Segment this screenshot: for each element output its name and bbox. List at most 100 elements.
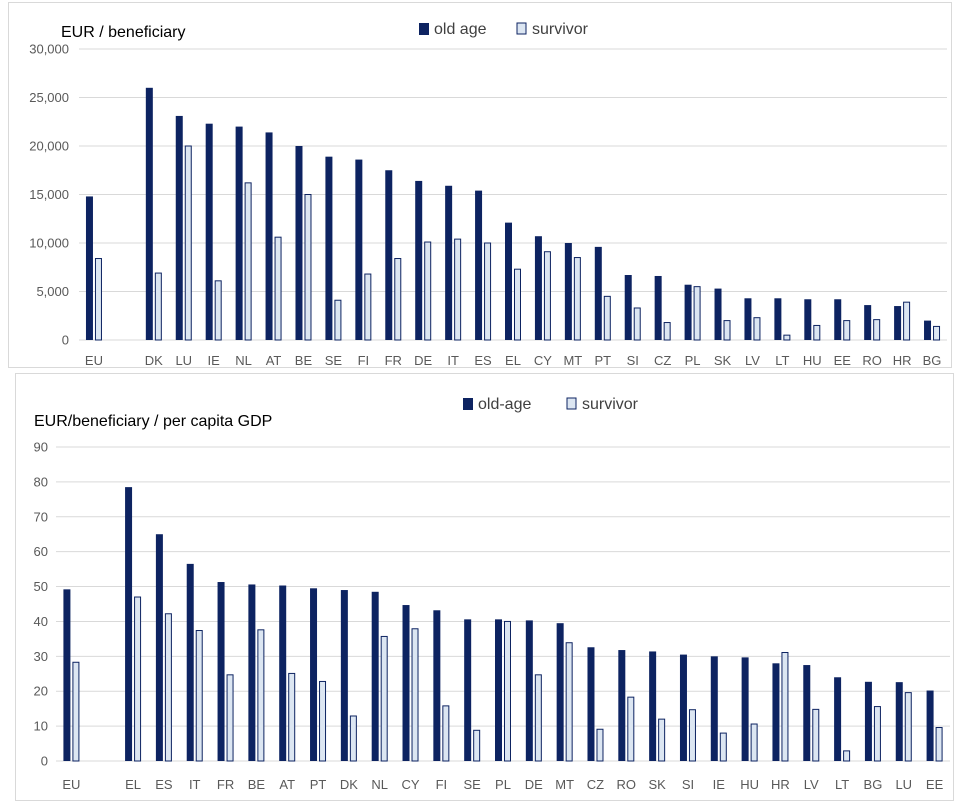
chart2-bar-old-pl	[495, 619, 502, 761]
chart2-xtick-label: EU	[62, 777, 80, 792]
chart1-bar-survivor-fi	[364, 273, 372, 341]
chart2-bar-survivor-se	[473, 729, 481, 762]
chart1-xtick-label: SE	[325, 353, 343, 368]
chart2-bar-survivor-sk	[658, 718, 666, 762]
chart2-xtick-label: CY	[401, 777, 419, 792]
chart1-bar-old-el	[505, 222, 512, 340]
chart2-xtick-label: SE	[464, 777, 482, 792]
chart1-bar-survivor-at	[274, 236, 282, 341]
chart2-bar-survivor-lv	[812, 708, 820, 762]
chart2-xtick-label: FR	[217, 777, 234, 792]
chart2-xtick-label: EE	[926, 777, 944, 792]
chart2-ytick-label: 70	[34, 509, 48, 524]
chart1-ytick-label: 25,000	[29, 90, 69, 105]
chart1-bar-old-at	[265, 132, 273, 340]
chart1-xtick-label: AT	[266, 353, 282, 368]
chart1-ytick-label: 5,000	[36, 284, 69, 299]
chart1-bar-old-hr	[894, 306, 902, 340]
chart2-bar-old-bg	[864, 681, 872, 761]
chart2-bar-survivor-de	[534, 674, 542, 762]
chart2-xtick-label: BG	[864, 777, 883, 792]
chart1-ytick-label: 30,000	[29, 42, 69, 57]
chart1-xtick-label: DE	[414, 353, 432, 368]
chart1-xtick-label: BG	[923, 353, 942, 368]
chart2-bar-survivor-ee	[935, 727, 943, 762]
chart1-bar-survivor-el	[514, 268, 521, 341]
chart1-xtick-label: LV	[745, 353, 760, 368]
chart2-xtick-label: LV	[804, 777, 819, 792]
chart1-ytick-label: 10,000	[29, 236, 69, 251]
chart2-bar-survivor-ie	[719, 732, 727, 762]
chart2-bar-old-cy	[402, 605, 410, 761]
chart2-xtick-label: IT	[189, 777, 201, 792]
chart1-xtick-label: IT	[447, 353, 459, 368]
chart2-bar-survivor-bg	[873, 706, 881, 762]
chart2-ytick-label: 50	[34, 579, 48, 594]
chart1-legend-label-survivor: survivor	[532, 21, 589, 38]
chart2-ytick-label: 20	[34, 684, 48, 699]
chart2-bar-old-pt	[310, 588, 318, 761]
chart1-xtick-label: RO	[862, 353, 882, 368]
chart1-bar-old-pl	[684, 284, 692, 340]
chart1-bar-old-mt	[564, 243, 572, 340]
chart1-bar-old-lv	[744, 298, 752, 340]
chart2-bar-old-nl	[371, 591, 379, 761]
chart1-xtick-label: DK	[145, 353, 163, 368]
chart1-bar-old-cy	[534, 236, 542, 340]
chart2-bar-old-es	[155, 534, 163, 761]
chart2-xtick-label: DK	[340, 777, 358, 792]
chart2-bar-survivor-nl	[380, 635, 388, 762]
chart1-bar-survivor-mt	[573, 257, 581, 341]
chart1-ytick-label: 0	[62, 333, 69, 348]
chart2-bar-survivor-it	[195, 630, 203, 762]
chart1-bar-survivor-eu	[94, 258, 102, 341]
chart1-bar-survivor-ie	[214, 280, 222, 341]
chart1-bar-survivor-es	[484, 242, 492, 341]
chart2-bar-survivor-hu	[750, 723, 758, 762]
chart2-bar-survivor-si	[688, 709, 696, 762]
chart-eur-per-beneficiary-per-gdp: 0 10 20 30 40 50 60 70 80 90 EU EL ES IT FR BE AT PT DK NL C…	[15, 373, 954, 801]
chart1-bar-survivor-cz	[663, 322, 671, 341]
chart2-bar-survivor-el	[134, 596, 142, 762]
chart1-xtick-label: NL	[235, 353, 252, 368]
chart1-bar-old-lu	[175, 115, 183, 341]
chart1-bar-survivor-lt	[783, 334, 791, 341]
chart1-xtick-label: SI	[627, 353, 639, 368]
chart1-bar-survivor-it	[454, 238, 462, 341]
chart2-xtick-label: ES	[155, 777, 173, 792]
chart1-xtick-label: CY	[534, 353, 552, 368]
chart2-bar-survivor-fi	[442, 705, 450, 762]
chart2-ytick-label: 90	[34, 440, 48, 455]
chart1-bar-survivor-sk	[723, 320, 731, 341]
chart2-bar-survivor-ro	[627, 696, 635, 762]
chart2-bar-old-lv	[803, 665, 811, 761]
chart1-bar-old-ie	[205, 123, 213, 340]
chart1-bar-survivor-lv	[753, 317, 761, 341]
chart1-xtick-label: FI	[358, 353, 370, 368]
chart1-xtick-label: BE	[295, 353, 313, 368]
chart1-xtick-label: LU	[175, 353, 192, 368]
chart2-bar-old-el	[125, 487, 133, 761]
chart1-svg: 0 5,000 10,000 15,000 20,000 25,000 30,000 EU DK…	[29, 21, 947, 368]
chart1-bar-survivor-bg	[933, 325, 941, 341]
chart1-bar-old-si	[624, 275, 632, 340]
chart1-bar-old-eu	[85, 196, 93, 340]
chart1-xtick-label: PL	[685, 353, 701, 368]
chart2-xtick-label: EL	[125, 777, 141, 792]
chart2-bar-survivor-pl	[504, 620, 511, 762]
chart2-bar-survivor-mt	[565, 642, 573, 762]
chart2-xtick-label: CZ	[587, 777, 604, 792]
chart2-bar-old-hu	[741, 657, 749, 761]
chart1-title: EUR / beneficiary	[61, 24, 186, 41]
chart1-xtick-label: IE	[208, 353, 221, 368]
chart1-xtick-label: SK	[714, 353, 732, 368]
chart2-bar-old-mt	[556, 623, 564, 761]
chart2-bar-survivor-fr	[226, 674, 234, 762]
chart2-bar-old-at	[279, 585, 287, 761]
chart1-xtick-label: HU	[803, 353, 822, 368]
chart1-bar-survivor-be	[304, 194, 312, 341]
chart1-bar-old-be	[295, 146, 303, 340]
chart2-bar-old-ee	[926, 690, 934, 761]
chart1-ytick-label: 15,000	[29, 187, 69, 202]
chart1-bar-old-lt	[774, 298, 782, 340]
